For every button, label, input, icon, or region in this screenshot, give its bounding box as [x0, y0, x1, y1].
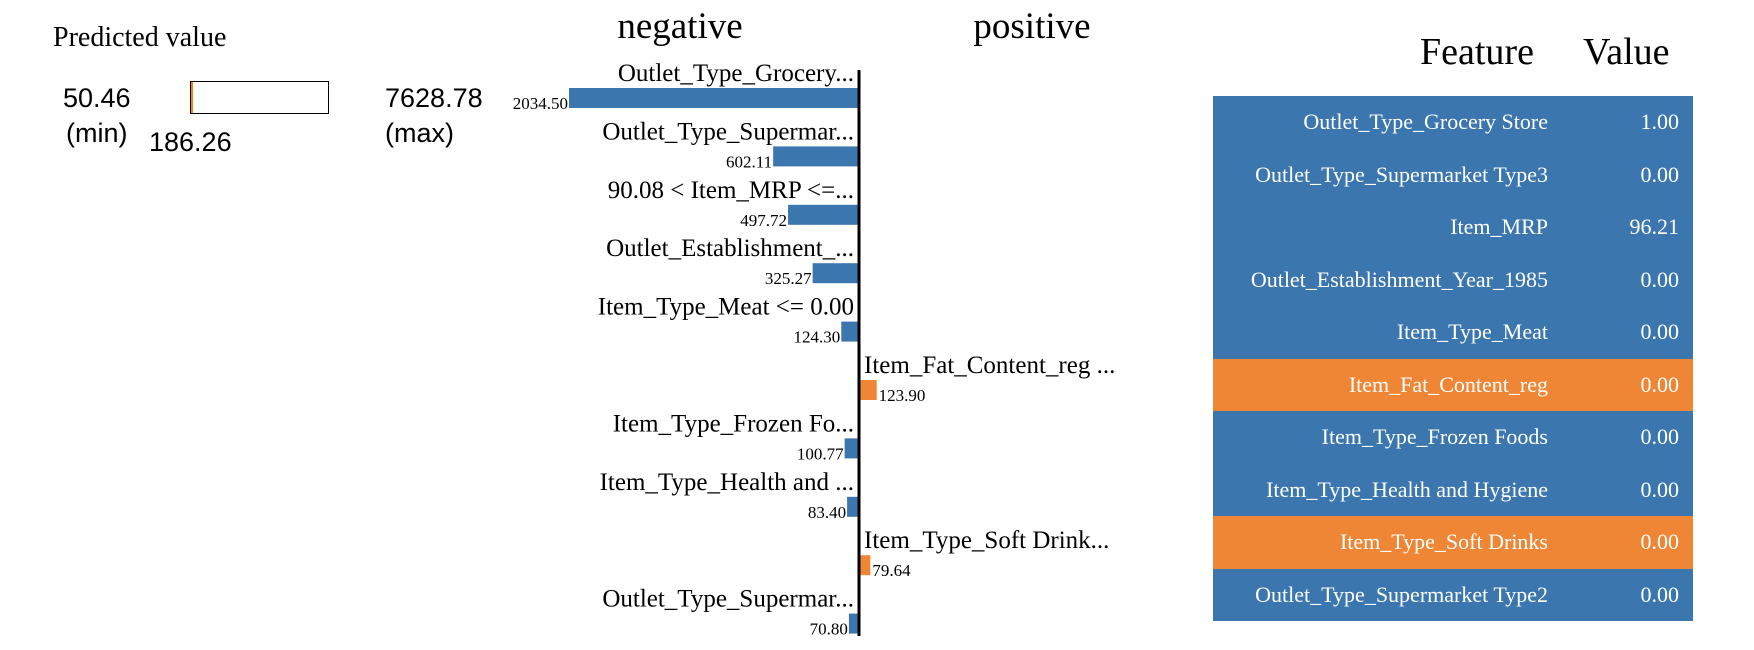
feature-name: Outlet_Type_Supermarket Type3 [1255, 161, 1548, 187]
feature-value: 0.00 [1640, 476, 1680, 502]
feature-name: Item_MRP [1450, 214, 1548, 240]
predicted-value-fill [191, 82, 194, 113]
category-label-2: 90.08 < Item_MRP <=... [608, 177, 854, 204]
category-label-6: Item_Type_Frozen Fo... [613, 410, 854, 437]
table-row: Item_Type_Soft Drinks 0.00 [1213, 516, 1693, 569]
feature-value: 0.00 [1640, 266, 1680, 292]
category-label-0: Outlet_Type_Grocery... [618, 60, 854, 87]
bar-2 [788, 204, 859, 225]
feature-header: Feature [1420, 31, 1534, 73]
feature-rows: Outlet_Type_Grocery Store 1.00 Outlet_Type… [1213, 96, 1693, 621]
bar-3 [812, 263, 859, 284]
table-row: Item_MRP 96.21 [1213, 201, 1693, 254]
bar-6 [844, 438, 859, 459]
feature-value: 0.00 [1640, 581, 1680, 607]
predicted-value: 186.26 [149, 127, 232, 157]
predicted-min-value: 50.46 [63, 83, 131, 113]
feature-value: 1.00 [1640, 109, 1680, 135]
category-label-8: Item_Type_Soft Drink... [864, 527, 1109, 554]
table-row: Outlet_Type_Supermarket Type2 0.00 [1213, 568, 1693, 621]
bar-4 [841, 321, 859, 342]
value-label-1: 602.11 [726, 152, 772, 171]
table-row: Item_Type_Health and Hygiene 0.00 [1213, 463, 1693, 516]
predicted-max-label: (max) [385, 118, 454, 148]
value-header: Value [1583, 31, 1670, 73]
table-row: Item_Type_Frozen Foods 0.00 [1213, 411, 1693, 464]
value-label-0: 2034.50 [513, 94, 568, 113]
feature-name: Item_Type_Health and Hygiene [1266, 476, 1548, 502]
predicted-value-title: Predicted value [53, 22, 227, 53]
predicted-value-panel: Predicted value 50.46 (min) 186.26 7628.… [0, 0, 540, 200]
predicted-max-value: 7628.78 [385, 83, 483, 113]
table-row: Outlet_Establishment_Year_1985 0.00 [1213, 253, 1693, 306]
table-row: Outlet_Type_Supermarket Type3 0.00 [1213, 148, 1693, 201]
feature-value: 96.21 [1629, 214, 1680, 240]
legend-negative: negative [617, 6, 742, 47]
bar-9 [848, 613, 859, 634]
category-label-7: Item_Type_Health and ... [600, 469, 854, 496]
feature-value: 0.00 [1640, 371, 1680, 397]
feature-value: 0.00 [1640, 319, 1680, 345]
value-label-4: 124.30 [794, 328, 841, 347]
value-label-9: 70.80 [810, 620, 848, 639]
value-label-5: 123.90 [879, 386, 926, 405]
category-label-4: Item_Type_Meat <= 0.00 [598, 294, 854, 321]
value-label-6: 100.77 [797, 444, 844, 463]
predicted-min-label: (min) [66, 118, 128, 148]
feature-value: 0.00 [1640, 161, 1680, 187]
feature-value: 0.00 [1640, 424, 1680, 450]
feature-name: Outlet_Type_Supermarket Type2 [1255, 581, 1548, 607]
category-label-1: Outlet_Type_Supermar... [602, 118, 854, 145]
feature-name: Item_Type_Frozen Foods [1321, 424, 1548, 450]
category-label-9: Outlet_Type_Supermar... [602, 586, 854, 613]
table-row: Item_Type_Meat 0.00 [1213, 306, 1693, 359]
bar-7 [847, 496, 859, 517]
feature-name: Outlet_Establishment_Year_1985 [1250, 266, 1548, 292]
feature-name: Item_Fat_Content_reg [1348, 371, 1548, 397]
category-label-3: Outlet_Establishment_... [606, 235, 854, 262]
category-label-5: Item_Fat_Content_reg ... [864, 352, 1115, 379]
feature-value: 0.00 [1640, 529, 1680, 555]
table-row: Outlet_Type_Grocery Store 1.00 [1213, 96, 1693, 149]
value-label-8: 79.64 [872, 561, 911, 580]
value-label-2: 497.72 [740, 211, 787, 230]
predicted-value-bar [190, 81, 329, 114]
value-label-3: 325.27 [765, 269, 812, 288]
bar-1 [773, 146, 859, 167]
bar-0 [569, 88, 859, 108]
bar-5 [859, 380, 877, 400]
table-row: Item_Fat_Content_reg 0.00 [1213, 358, 1693, 411]
legend-positive: positive [973, 6, 1090, 47]
value-label-7: 83.40 [808, 503, 846, 522]
feature-name: Item_Type_Meat [1396, 319, 1548, 345]
feature-name: Outlet_Type_Grocery Store [1303, 109, 1548, 135]
feature-name: Item_Type_Soft Drinks [1339, 529, 1548, 555]
bar-8 [859, 555, 871, 576]
